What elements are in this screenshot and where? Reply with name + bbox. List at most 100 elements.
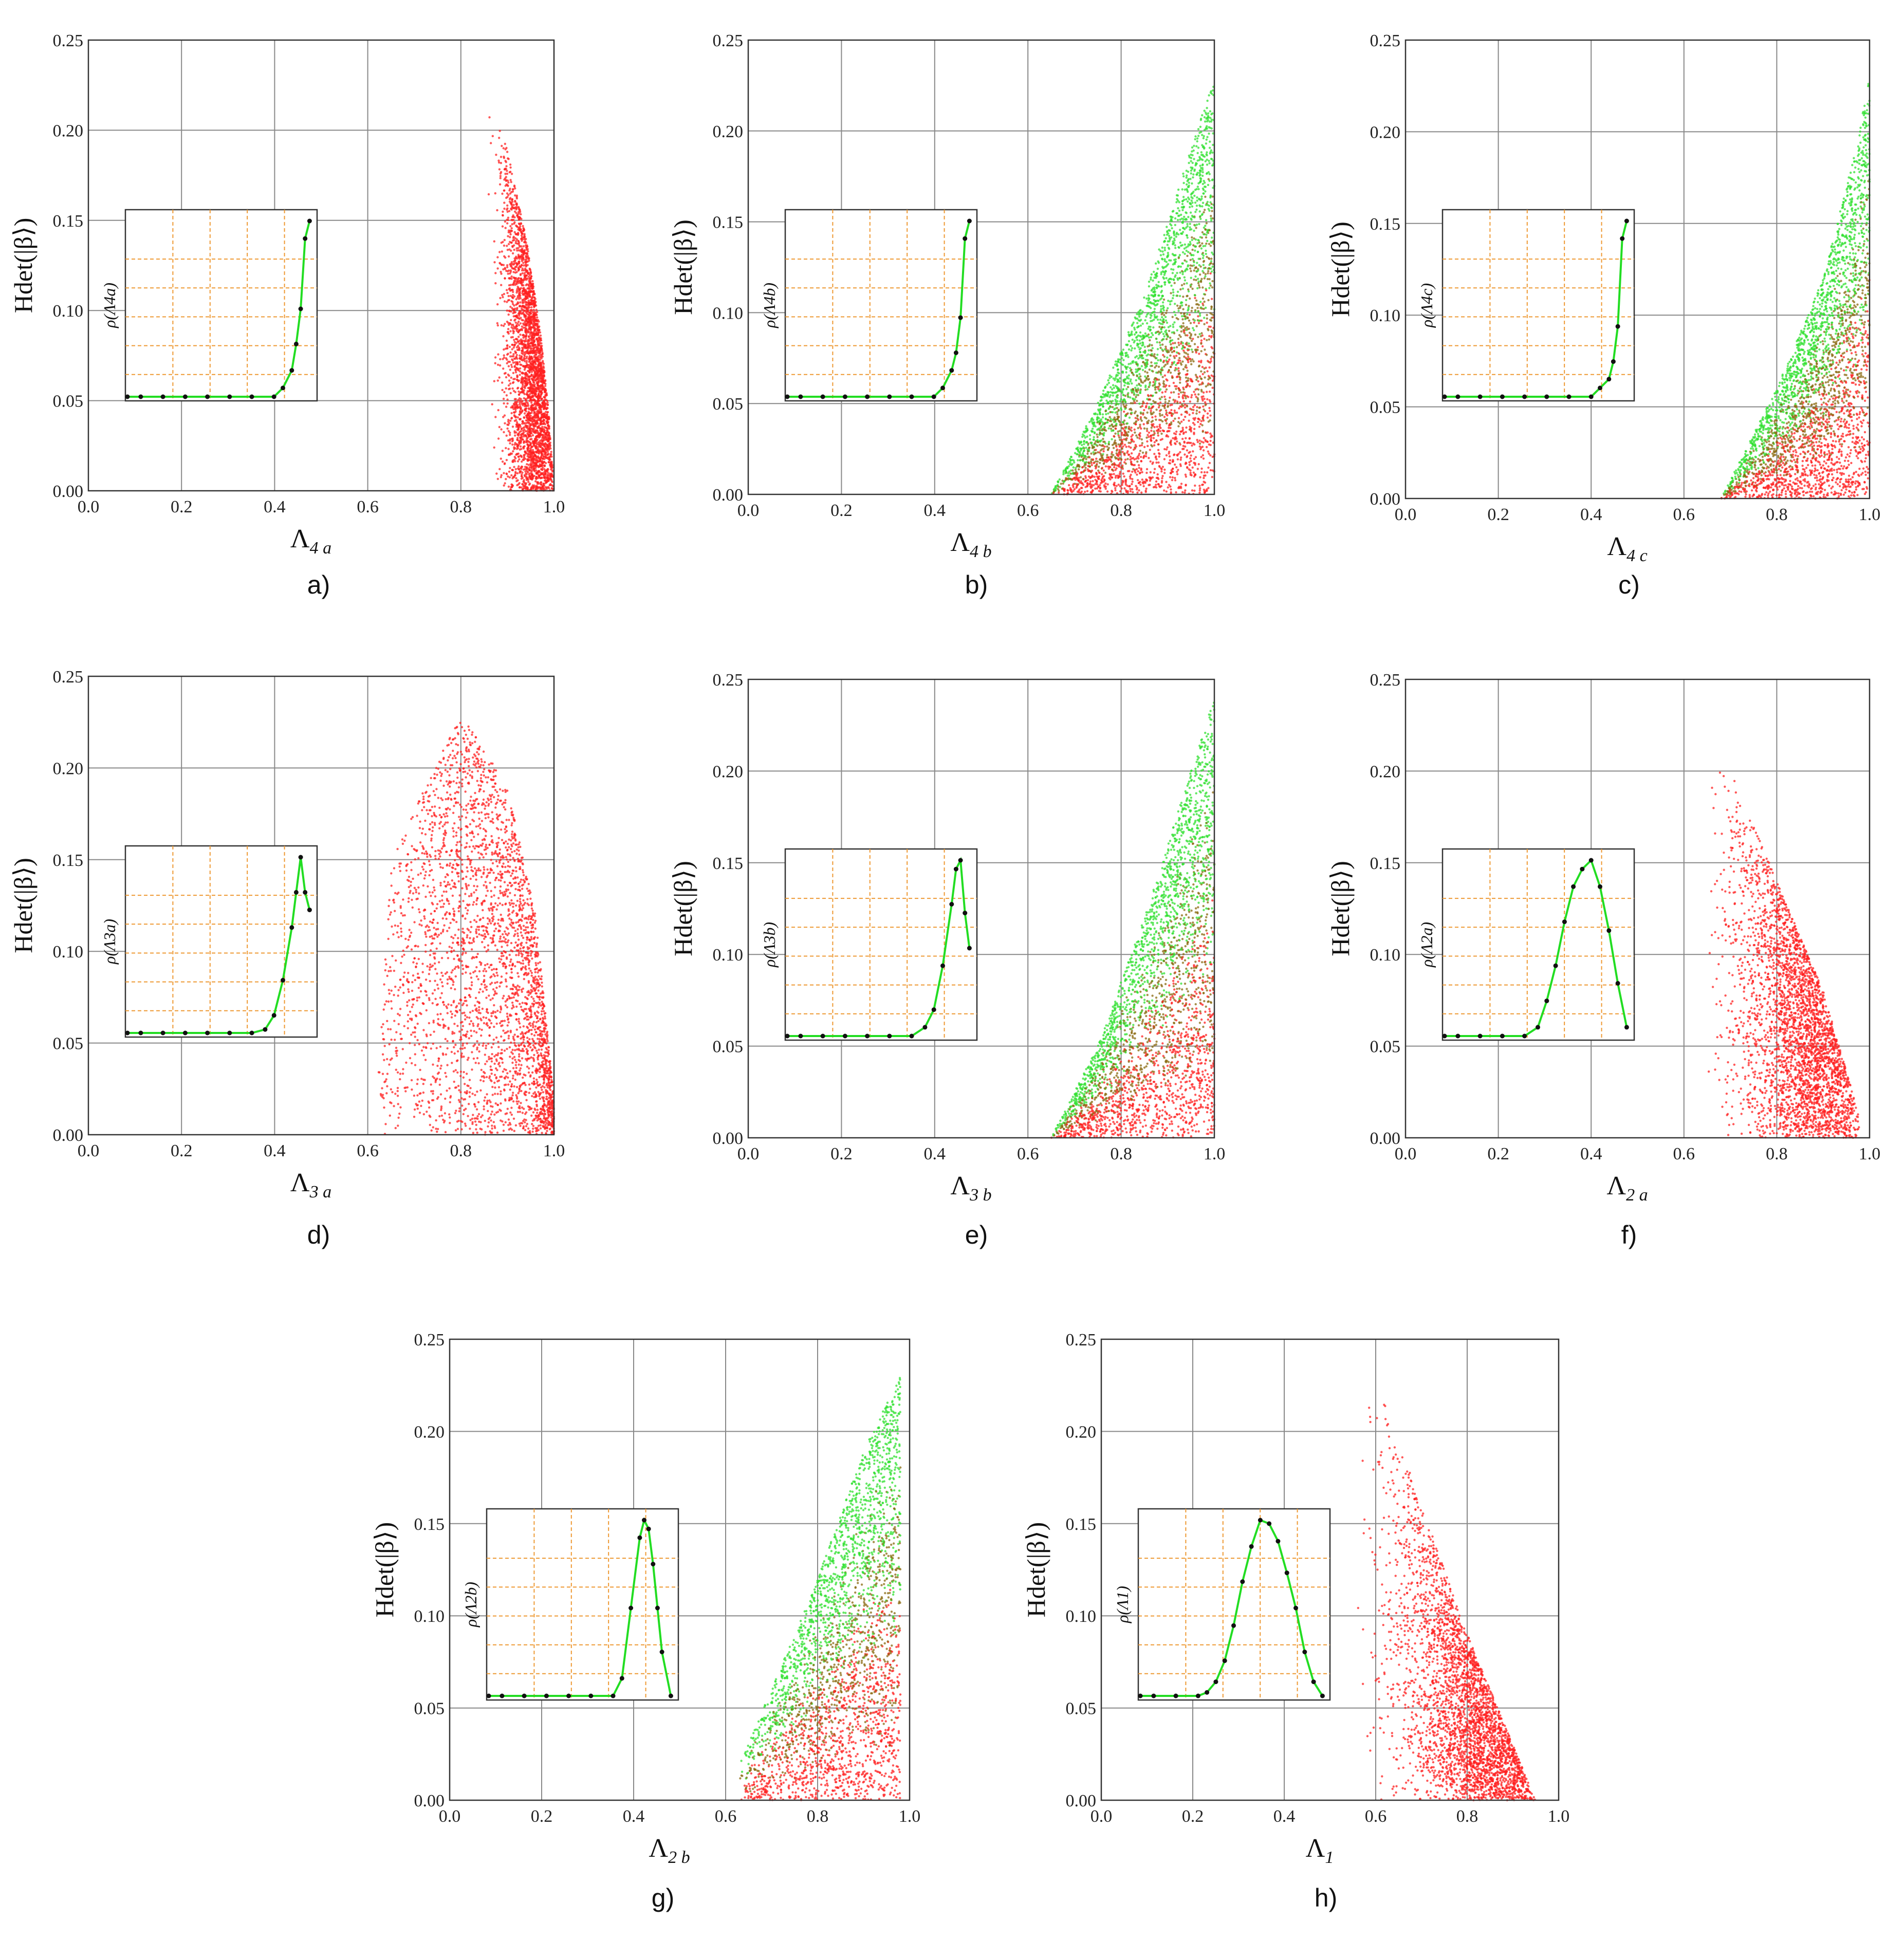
scatter-point: [1096, 413, 1098, 415]
scatter-point: [501, 324, 503, 326]
scatter-point: [1121, 448, 1123, 450]
scatter-point: [519, 289, 521, 291]
scatter-point: [525, 289, 527, 291]
scatter-point: [1207, 450, 1209, 452]
scatter-point: [512, 294, 514, 296]
scatter-point: [1077, 459, 1079, 461]
scatter-point: [525, 265, 527, 267]
scatter-point: [1151, 416, 1153, 418]
scatter-point: [527, 317, 529, 319]
scatter-point: [529, 268, 531, 270]
scatter-point: [512, 324, 514, 326]
scatter-point: [532, 416, 534, 418]
scatter-point: [1204, 186, 1206, 188]
scatter-point: [527, 352, 529, 354]
scatter-point: [1143, 409, 1145, 411]
scatter-point: [1097, 402, 1099, 404]
scatter-point: [512, 476, 514, 478]
scatter-point: [503, 208, 505, 210]
scatter-point: [1117, 368, 1119, 371]
scatter-point: [538, 460, 540, 463]
scatter-point: [1199, 244, 1201, 246]
inset-point: [307, 219, 312, 224]
scatter-point: [519, 257, 521, 260]
scatter-point: [538, 393, 540, 395]
scatter-point: [1174, 412, 1176, 414]
scatter-point: [520, 322, 522, 324]
scatter-point: [539, 337, 541, 339]
scatter-point: [527, 455, 529, 457]
scatter-point: [548, 426, 550, 428]
inset-y-label: ρ(Λ4a): [100, 283, 119, 328]
scatter-point: [527, 364, 529, 366]
scatter-point: [508, 313, 510, 316]
scatter-point: [1208, 287, 1210, 289]
scatter-point: [1194, 417, 1196, 419]
scatter-point: [1142, 323, 1144, 325]
scatter-point: [522, 421, 524, 423]
scatter-point: [506, 459, 508, 461]
scatter-point: [522, 253, 524, 255]
scatter-point: [1199, 375, 1201, 377]
scatter-point: [536, 311, 538, 313]
scatter-point: [1166, 490, 1168, 492]
scatter-point: [1103, 469, 1105, 471]
scatter-point: [513, 446, 515, 448]
scatter-point: [539, 446, 541, 448]
scatter-point: [1105, 413, 1107, 415]
scatter-point: [530, 348, 532, 350]
scatter-point: [1172, 471, 1174, 473]
scatter-point: [1087, 479, 1089, 481]
scatter-point: [1197, 421, 1199, 423]
scatter-point: [501, 250, 503, 252]
scatter-point: [550, 467, 552, 469]
scatter-point: [1129, 367, 1131, 369]
scatter-point: [1198, 284, 1200, 286]
scatter-point: [1182, 182, 1185, 184]
scatter-point: [507, 270, 509, 272]
scatter-point: [1194, 135, 1196, 137]
scatter-point: [1202, 298, 1204, 300]
scatter-point: [1185, 474, 1187, 476]
scatter-point: [1113, 421, 1115, 423]
scatter-point: [519, 301, 521, 303]
scatter-point: [1167, 244, 1169, 246]
scatter-point: [1201, 286, 1204, 288]
scatter-point: [1119, 485, 1121, 487]
scatter-point: [530, 399, 532, 401]
scatter-point: [521, 269, 523, 271]
scatter-point: [1156, 426, 1158, 428]
scatter-point: [1172, 326, 1174, 328]
scatter-point: [1193, 391, 1195, 393]
scatter-point: [509, 382, 511, 384]
scatter-point: [533, 329, 535, 331]
scatter-point: [1166, 454, 1168, 456]
scatter-point: [525, 317, 527, 319]
scatter-point: [1165, 359, 1167, 361]
scatter-point: [1059, 478, 1061, 481]
scatter-point: [521, 319, 523, 321]
scatter-point: [515, 454, 517, 456]
scatter-point: [514, 260, 516, 262]
scatter-point: [1188, 182, 1190, 184]
scatter-point: [538, 343, 540, 345]
scatter-point: [1209, 127, 1211, 129]
scatter-point: [1172, 342, 1174, 344]
scatter-point: [1172, 272, 1174, 274]
scatter-point: [1186, 358, 1188, 360]
scatter-point: [1208, 94, 1210, 96]
scatter-point: [523, 435, 525, 437]
panel-label: a): [307, 570, 330, 599]
scatter-point: [1094, 449, 1096, 451]
scatter-point: [509, 355, 511, 357]
scatter-point: [531, 338, 533, 340]
scatter-point: [533, 300, 535, 302]
scatter-point: [518, 414, 520, 416]
scatter-point: [510, 201, 512, 204]
scatter-point: [516, 363, 519, 365]
scatter-point: [514, 266, 516, 268]
scatter-point: [531, 378, 533, 380]
scatter-point: [1069, 489, 1071, 491]
scatter-point: [505, 227, 507, 229]
scatter-point: [1207, 299, 1209, 301]
